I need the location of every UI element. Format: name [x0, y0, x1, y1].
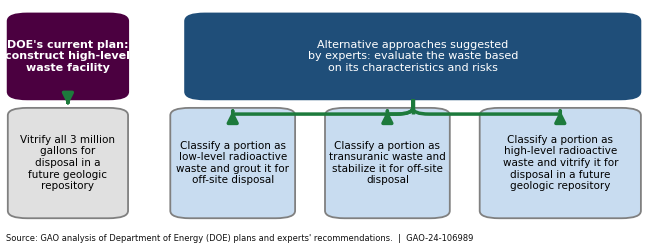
FancyBboxPatch shape — [8, 108, 128, 218]
Text: Alternative approaches suggested
by experts: evaluate the waste based
on its cha: Alternative approaches suggested by expe… — [307, 40, 518, 73]
Text: DOE's current plan:
construct high-level
waste facility: DOE's current plan: construct high-level… — [5, 40, 131, 73]
FancyBboxPatch shape — [8, 14, 128, 99]
FancyBboxPatch shape — [185, 14, 640, 99]
Text: Classify a portion as
high-level radioactive
waste and vitrify it for
disposal i: Classify a portion as high-level radioac… — [502, 135, 618, 191]
FancyBboxPatch shape — [480, 108, 641, 218]
Text: Source: GAO analysis of Department of Energy (DOE) plans and experts' recommenda: Source: GAO analysis of Department of En… — [6, 234, 474, 243]
FancyBboxPatch shape — [325, 108, 450, 218]
Text: Classify a portion as
low-level radioactive
waste and grout it for
off-site disp: Classify a portion as low-level radioact… — [176, 141, 289, 186]
Text: Classify a portion as
transuranic waste and
stabilize it for off-site
disposal: Classify a portion as transuranic waste … — [329, 141, 446, 186]
Text: Vitrify all 3 million
gallons for
disposal in a
future geologic
repository: Vitrify all 3 million gallons for dispos… — [20, 135, 116, 191]
FancyBboxPatch shape — [170, 108, 295, 218]
